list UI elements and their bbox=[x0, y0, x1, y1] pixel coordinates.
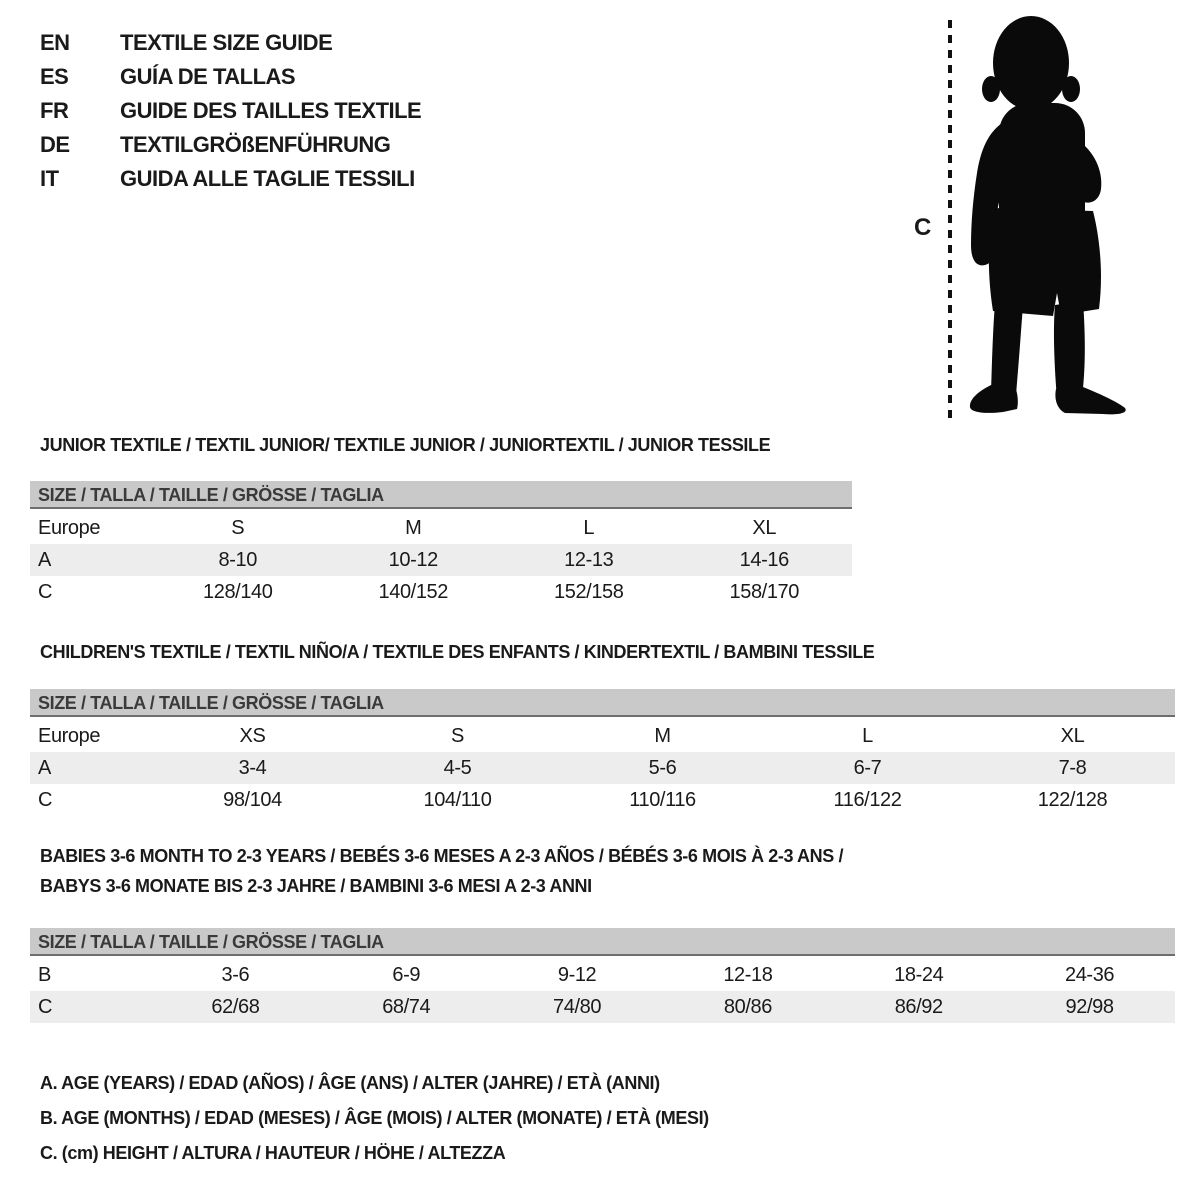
row-label: Europe bbox=[38, 516, 101, 539]
row-label: A bbox=[38, 548, 51, 571]
babies-size-header-bar: SIZE / TALLA / TAILLE / GRÖSSE / TAGLIA bbox=[30, 928, 1175, 956]
height-value: 92/98 bbox=[1065, 995, 1114, 1018]
junior-section-title: JUNIOR TEXTILE / TEXTIL JUNIOR/ TEXTILE … bbox=[40, 435, 771, 455]
height-value: 74/80 bbox=[553, 995, 602, 1018]
row-label: C bbox=[38, 788, 53, 811]
height-value: 98/104 bbox=[223, 788, 282, 811]
age-value: 14-16 bbox=[739, 548, 790, 571]
height-value: 110/116 bbox=[629, 788, 696, 811]
lang-code: EN bbox=[40, 30, 70, 55]
baby-silhouette-icon bbox=[969, 16, 1126, 415]
age-value: 3-4 bbox=[238, 756, 267, 779]
language-title-list: EN TEXTILE SIZE GUIDE ES GUÍA DE TALLAS … bbox=[40, 26, 422, 196]
legend-line-c: C. (cm) HEIGHT / ALTURA / HAUTEUR / HÖHE… bbox=[40, 1143, 506, 1163]
guide-title: GUIDA ALLE TAGLIE TESSILI bbox=[120, 166, 415, 191]
lang-code: DE bbox=[40, 132, 70, 157]
height-value: 62/68 bbox=[211, 995, 260, 1018]
guide-title: GUIDE DES TAILLES TEXTILE bbox=[120, 98, 422, 123]
row-label: C bbox=[38, 995, 53, 1018]
guide-title: TEXTILE SIZE GUIDE bbox=[120, 30, 333, 55]
height-value: 122/128 bbox=[1037, 788, 1108, 811]
height-value: 158/170 bbox=[729, 580, 800, 603]
age-value: 12-13 bbox=[564, 548, 614, 571]
age-value: 10-12 bbox=[388, 548, 439, 571]
row-label: A bbox=[38, 756, 51, 779]
babies-section-title-line1: BABIES 3-6 MONTH TO 2-3 YEARS / BEBÉS 3-… bbox=[40, 846, 844, 866]
height-value: 128/140 bbox=[203, 580, 273, 603]
legend: A. AGE (YEARS) / EDAD (AÑOS) / ÂGE (ANS)… bbox=[40, 1066, 709, 1171]
legend-line-b: B. AGE (MONTHS) / EDAD (MESES) / ÂGE (MO… bbox=[40, 1108, 709, 1128]
children-row-europe: Europe XS S M L XL bbox=[30, 720, 1175, 752]
lang-code: FR bbox=[40, 98, 69, 123]
babies-size-table: SIZE / TALLA / TAILLE / GRÖSSE / TAGLIA … bbox=[30, 928, 1175, 1023]
lang-row-es: ES GUÍA DE TALLAS bbox=[40, 60, 421, 94]
babies-section-title-line2: BABYS 3-6 MONATE BIS 2-3 JAHRE / BAMBINI… bbox=[40, 876, 592, 896]
children-section-title: CHILDREN'S TEXTILE / TEXTIL NIÑO/A / TEX… bbox=[40, 642, 875, 662]
lang-row-de: DE TEXTILGRÖßENFÜHRUNG bbox=[40, 128, 421, 162]
height-value: 68/74 bbox=[382, 995, 431, 1018]
legend-line-a: A. AGE (YEARS) / EDAD (AÑOS) / ÂGE (ANS)… bbox=[40, 1073, 660, 1093]
row-label: C bbox=[38, 580, 53, 603]
size-value: XL bbox=[1060, 724, 1085, 747]
size-value: L bbox=[862, 724, 873, 747]
lang-row-fr: FR GUIDE DES TAILLES TEXTILE bbox=[40, 94, 422, 128]
size-value: XL bbox=[752, 516, 777, 539]
size-value: XS bbox=[239, 724, 266, 747]
lang-code: ES bbox=[40, 64, 69, 89]
children-size-table: SIZE / TALLA / TAILLE / GRÖSSE / TAGLIA … bbox=[30, 689, 1175, 816]
row-label: Europe bbox=[38, 724, 101, 747]
months-value: 6-9 bbox=[392, 963, 421, 986]
guide-title: TEXTILGRÖßENFÜHRUNG bbox=[120, 132, 391, 157]
babies-row-height: C 62/68 68/74 74/80 80/86 86/92 92/98 bbox=[30, 991, 1175, 1023]
height-value: 104/110 bbox=[423, 788, 492, 811]
guide-title: GUÍA DE TALLAS bbox=[120, 64, 296, 89]
height-value: 140/152 bbox=[378, 580, 449, 603]
months-value: 12-18 bbox=[723, 963, 773, 986]
age-value: 4-5 bbox=[443, 756, 472, 779]
months-value: 3-6 bbox=[221, 963, 250, 986]
age-value: 6-7 bbox=[853, 756, 882, 779]
junior-row-age: A 8-10 10-12 12-13 14-16 bbox=[30, 544, 852, 576]
junior-row-europe: Europe S M L XL bbox=[30, 512, 852, 544]
age-value: 8-10 bbox=[218, 548, 258, 571]
children-row-height: C 98/104 104/110 110/116 116/122 122/128 bbox=[30, 784, 1175, 816]
row-label: B bbox=[38, 963, 51, 986]
months-value: 18-24 bbox=[894, 963, 944, 986]
size-value: S bbox=[231, 516, 245, 539]
height-value: 116/122 bbox=[833, 788, 902, 811]
age-value: 5-6 bbox=[648, 756, 677, 779]
lang-row-en: EN TEXTILE SIZE GUIDE bbox=[40, 26, 421, 60]
height-measure-dashed-line bbox=[948, 20, 952, 418]
height-measure-label: C bbox=[914, 214, 932, 241]
lang-code: IT bbox=[40, 166, 59, 191]
height-value: 152/158 bbox=[554, 580, 624, 603]
months-value: 9-12 bbox=[557, 963, 597, 986]
months-value: 24-36 bbox=[1064, 963, 1115, 986]
size-value: M bbox=[405, 516, 422, 539]
junior-size-table: SIZE / TALLA / TAILLE / GRÖSSE / TAGLIA … bbox=[30, 481, 852, 608]
children-size-header-bar: SIZE / TALLA / TAILLE / GRÖSSE / TAGLIA bbox=[30, 689, 1175, 717]
babies-row-months: B 3-6 6-9 9-12 12-18 18-24 24-36 bbox=[30, 959, 1175, 991]
junior-row-height: C 128/140 140/152 152/158 158/170 bbox=[30, 576, 852, 608]
size-value: M bbox=[654, 724, 671, 747]
height-value: 80/86 bbox=[723, 995, 772, 1018]
age-value: 7-8 bbox=[1058, 756, 1087, 779]
size-value: L bbox=[583, 516, 595, 539]
size-value: S bbox=[451, 724, 464, 747]
height-value: 86/92 bbox=[894, 995, 943, 1018]
children-row-age: A 3-4 4-5 5-6 6-7 7-8 bbox=[30, 752, 1175, 784]
junior-size-header-bar: SIZE / TALLA / TAILLE / GRÖSSE / TAGLIA bbox=[30, 481, 852, 509]
lang-row-it: IT GUIDA ALLE TAGLIE TESSILI bbox=[40, 162, 421, 196]
